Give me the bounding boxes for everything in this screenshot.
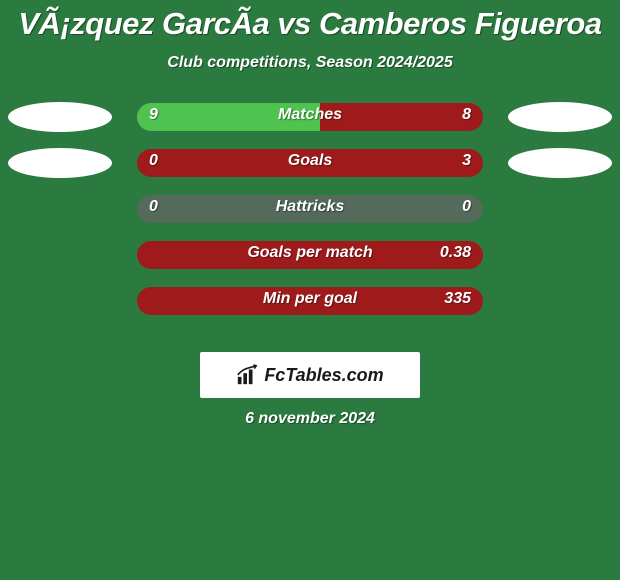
page-subtitle: Club competitions, Season 2024/2025 bbox=[0, 42, 620, 72]
bar-chart-icon bbox=[236, 364, 258, 386]
stat-row: 0.38Goals per match bbox=[0, 240, 620, 286]
stat-row: 335Min per goal bbox=[0, 286, 620, 332]
stat-label: Hattricks bbox=[0, 198, 620, 216]
stat-row: 98Matches bbox=[0, 102, 620, 148]
brand-logo-label: FcTables.com bbox=[264, 365, 383, 386]
stat-rows: 98Matches03Goals00Hattricks0.38Goals per… bbox=[0, 102, 620, 332]
stat-row: 00Hattricks bbox=[0, 194, 620, 240]
brand-logo[interactable]: FcTables.com bbox=[200, 352, 420, 398]
stats-card: VÃ¡zquez GarcÃ­a vs Camberos Figueroa Cl… bbox=[0, 0, 620, 580]
stat-label: Goals per match bbox=[0, 244, 620, 262]
stat-label: Matches bbox=[0, 106, 620, 124]
stat-label: Goals bbox=[0, 152, 620, 170]
stat-label: Min per goal bbox=[0, 290, 620, 308]
stat-row: 03Goals bbox=[0, 148, 620, 194]
brand-logo-text: FcTables.com bbox=[236, 364, 383, 386]
date-text: 6 november 2024 bbox=[0, 410, 620, 428]
page-title: VÃ¡zquez GarcÃ­a vs Camberos Figueroa bbox=[0, 0, 620, 42]
